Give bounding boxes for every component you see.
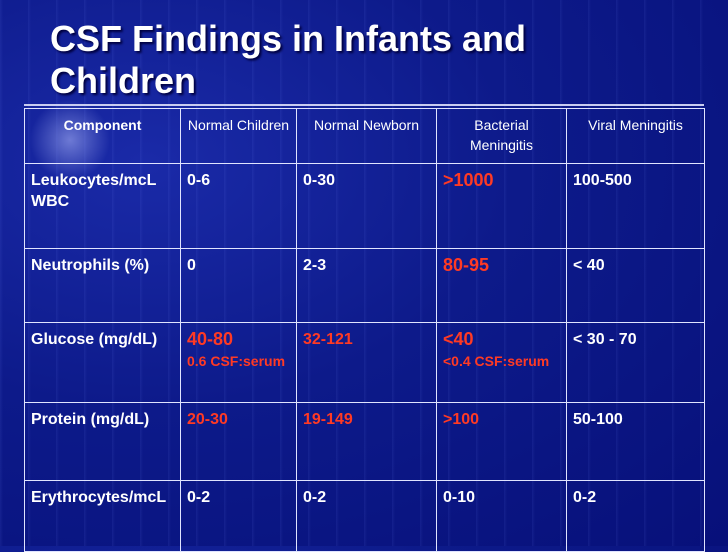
cell-normal-newborn: 32-121 [296, 322, 437, 403]
cell-viral: 100-500 [566, 163, 705, 249]
slide-title: CSF Findings in Infants and Children [50, 18, 526, 101]
cell-normal-newborn: 2-3 [296, 248, 437, 323]
value-main: 40-80 [187, 329, 234, 349]
cell-viral: 50-100 [566, 402, 705, 481]
header-normal-newborn: Normal Newborn [296, 108, 437, 164]
table-row: Protein (mg/dL) 20-30 19-149 >100 50-100 [24, 402, 705, 481]
title-divider [24, 104, 704, 106]
header-normal-children: Normal Children [180, 108, 297, 164]
cell-component: Erythrocytes/mcL [24, 480, 181, 552]
cell-normal-children: 0-2 [180, 480, 297, 552]
cell-normal-newborn: 0-30 [296, 163, 437, 249]
cell-normal-children: 20-30 [180, 402, 297, 481]
cell-bacterial: 80-95 [436, 248, 567, 323]
cell-normal-newborn: 19-149 [296, 402, 437, 481]
cell-bacterial: 0-10 [436, 480, 567, 552]
table-row: Glucose (mg/dL) 40-80 0.6 CSF:serum 32-1… [24, 322, 705, 403]
cell-bacterial: >1000 [436, 163, 567, 249]
cell-viral: 0-2 [566, 480, 705, 552]
value-sub: 0.6 CSF:serum [187, 353, 286, 369]
cell-bacterial: >100 [436, 402, 567, 481]
cell-viral: < 40 [566, 248, 705, 323]
header-component: Component [24, 108, 181, 164]
cell-component: Glucose (mg/dL) [24, 322, 181, 403]
header-bacterial-meningitis: Bacterial Meningitis [436, 108, 567, 164]
cell-normal-children: 40-80 0.6 CSF:serum [180, 322, 297, 403]
cell-normal-newborn: 0-2 [296, 480, 437, 552]
component-label: Leukocytes/mcL [31, 172, 157, 189]
cell-component: Protein (mg/dL) [24, 402, 181, 481]
table-row: Neutrophils (%) 0 2-3 80-95 < 40 [24, 248, 705, 323]
table-header-row: Component Normal Children Normal Newborn… [24, 108, 705, 164]
csf-findings-table: Component Normal Children Normal Newborn… [24, 108, 705, 552]
table-row: Erythrocytes/mcL 0-2 0-2 0-10 0-2 [24, 480, 705, 552]
cell-normal-children: 0-6 [180, 163, 297, 249]
value-sub: <0.4 CSF:serum [443, 353, 550, 369]
cell-bacterial: <40 <0.4 CSF:serum [436, 322, 567, 403]
cell-component: Neutrophils (%) [24, 248, 181, 323]
component-sub-label: WBC [31, 193, 70, 210]
table-row: Leukocytes/mcL WBC 0-6 0-30 >1000 100-50… [24, 163, 705, 249]
cell-normal-children: 0 [180, 248, 297, 323]
value-main: <40 [443, 329, 474, 349]
cell-viral: < 30 - 70 [566, 322, 705, 403]
header-viral-meningitis: Viral Meningitis [566, 108, 705, 164]
cell-component: Leukocytes/mcL WBC [24, 163, 181, 249]
